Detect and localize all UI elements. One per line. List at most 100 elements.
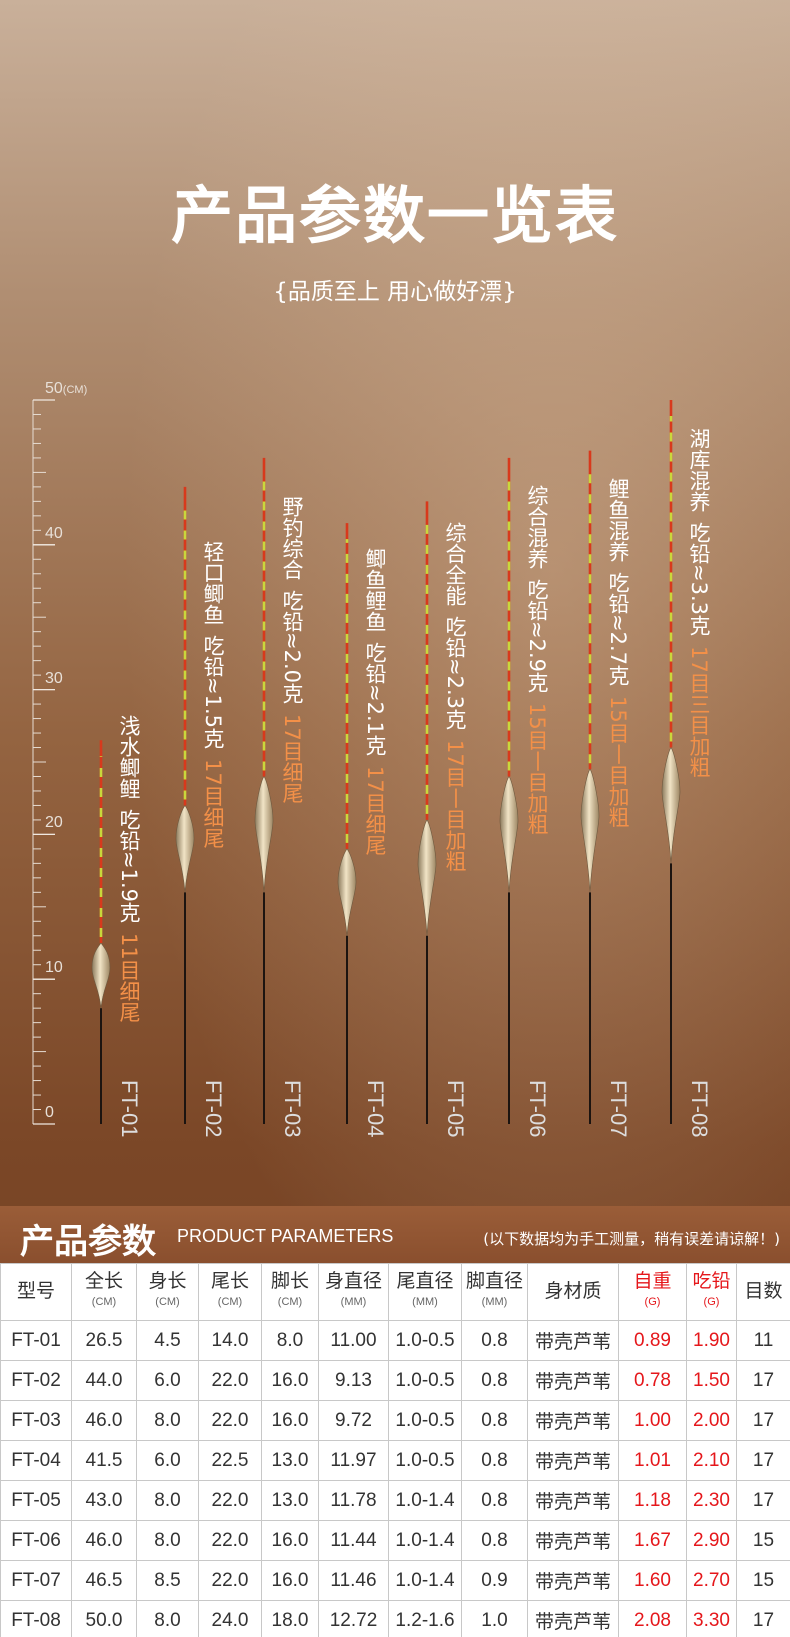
- table-cell: 0.9: [461, 1560, 528, 1601]
- ruler-value: 0: [45, 1104, 54, 1121]
- table-cell: 46.5: [71, 1560, 137, 1601]
- float-lead: 吃铅≈2.1克: [363, 642, 387, 756]
- table-cell: FT-03: [0, 1400, 72, 1441]
- table-cell: 1.0: [461, 1600, 528, 1637]
- float-model: FT-02: [201, 1080, 226, 1138]
- table-cell: 13.0: [261, 1480, 319, 1521]
- table-cell: 2.30: [686, 1480, 737, 1521]
- table-cell: 17: [736, 1480, 790, 1521]
- float-body: [580, 768, 600, 893]
- column-label: 尾长: [210, 1271, 249, 1292]
- float-description: 鲫鱼鲤鱼吃铅≈2.1克 17目细尾: [363, 548, 387, 856]
- table-cell: 16.0: [261, 1360, 319, 1401]
- column-header: 脚直径 (MM): [461, 1263, 528, 1321]
- table-cell: FT-02: [0, 1360, 72, 1401]
- table-cell: 11: [736, 1320, 790, 1361]
- table-cell: 11.44: [318, 1520, 389, 1561]
- table-cell: 1.00: [618, 1400, 687, 1441]
- column-header: 尾长 (CM): [198, 1263, 262, 1321]
- column-unit: (CM): [155, 1296, 180, 1308]
- column-label: 脚长: [270, 1271, 309, 1292]
- table-cell: 6.0: [136, 1360, 199, 1401]
- table-cell: 16.0: [261, 1520, 319, 1561]
- column-label: 目数: [744, 1281, 783, 1302]
- table-row: FT-03 46.0 8.0 22.0 16.0 9.72 1.0-0.5 0.8 带壳芦苇 1.…: [0, 1400, 790, 1441]
- table-cell: FT-08: [0, 1600, 72, 1637]
- table-cell: 0.8: [461, 1400, 528, 1441]
- column-label: 身长: [148, 1271, 187, 1292]
- float-tail-spec: 15目丨目加粗: [606, 696, 630, 828]
- float-body: [254, 775, 274, 893]
- table-cell: 1.0-0.5: [388, 1320, 462, 1361]
- table-row: FT-08 50.0 8.0 24.0 18.0 12.72 1.2-1.6 1.0 带壳芦苇 2…: [0, 1600, 790, 1637]
- float-name: 综合全能: [443, 522, 467, 606]
- column-unit: (MM): [481, 1296, 508, 1308]
- table-note: (以下数据均为手工测量，稍有误差请谅解！): [483, 1230, 780, 1248]
- float-body: [661, 747, 681, 864]
- column-header: 吃铅 (G): [686, 1263, 737, 1321]
- column-unit: (MM): [340, 1296, 367, 1308]
- table-cell: 8.0: [136, 1400, 199, 1441]
- column-header: 尾直径 (MM): [388, 1263, 462, 1321]
- table-cell: 22.0: [198, 1480, 262, 1521]
- table-cell: 13.0: [261, 1440, 319, 1481]
- column-label: 尾直径: [396, 1271, 454, 1292]
- table-cell: 带壳芦苇: [527, 1600, 619, 1637]
- table-cell: 0.89: [618, 1320, 687, 1361]
- column-unit: (CM): [91, 1296, 117, 1308]
- table-cell: 1.0-1.4: [388, 1560, 462, 1601]
- table-cell: 1.18: [618, 1480, 687, 1521]
- table-cell: 带壳芦苇: [527, 1480, 619, 1521]
- column-unit: (CM): [217, 1296, 243, 1308]
- float-description: 鲤鱼混养吃铅≈2.7克 15目丨目加粗: [606, 478, 630, 828]
- table-cell: 8.0: [136, 1600, 199, 1637]
- table-cell: 6.0: [136, 1440, 199, 1481]
- table-cell: 12.72: [318, 1600, 389, 1637]
- table-title: 产品参数: [20, 1222, 156, 1262]
- float-lead: 吃铅≈2.9克: [525, 579, 549, 693]
- ruler-value: 50: [45, 380, 63, 397]
- table-cell: 46.0: [71, 1400, 137, 1441]
- table-cell: 2.00: [686, 1400, 737, 1441]
- column-label: 型号: [16, 1281, 55, 1302]
- table-cell: 8.0: [261, 1320, 319, 1361]
- table-cell: 11.78: [318, 1480, 389, 1521]
- table-cell: 1.0-0.5: [388, 1400, 462, 1441]
- float-description: 综合全能吃铅≈2.3克 17目丨目加粗: [443, 522, 467, 872]
- table-cell: 带壳芦苇: [527, 1360, 619, 1401]
- table-cell: 11.00: [318, 1320, 389, 1361]
- table-cell: 2.70: [686, 1560, 737, 1601]
- column-label: 身材质: [544, 1281, 602, 1302]
- table-header-band: 产品参数 PRODUCT PARAMETERS (以下数据均为手工测量，稍有误差…: [0, 1206, 790, 1263]
- table-cell: 1.0-0.5: [388, 1360, 462, 1401]
- float-description: 综合混养吃铅≈2.9克 15目丨目加粗: [525, 485, 549, 835]
- table-cell: 44.0: [71, 1360, 137, 1401]
- table-cell: 17: [736, 1440, 790, 1481]
- column-header: 身长 (CM): [136, 1263, 199, 1321]
- table-cell: 16.0: [261, 1400, 319, 1441]
- float-model: FT-05: [443, 1080, 468, 1138]
- table-cell: 2.90: [686, 1520, 737, 1561]
- ruler-value: 40: [45, 524, 63, 542]
- table-cell: 17: [736, 1360, 790, 1401]
- ruler-value: 30: [45, 669, 63, 687]
- table-cell: 1.2-1.6: [388, 1600, 462, 1637]
- subtitle: {品质至上 用心做好漂}: [273, 279, 517, 305]
- title: 产品参数一览表: [170, 179, 619, 252]
- table-cell: 2.08: [618, 1600, 687, 1637]
- table-cell: 1.90: [686, 1320, 737, 1361]
- float-description: 野钓综合吃铅≈2.0克 17目细尾: [280, 496, 304, 804]
- table-cell: 24.0: [198, 1600, 262, 1637]
- float-name: 浅水鲫鲤: [117, 715, 141, 799]
- ruler-unit: (CM): [62, 384, 88, 396]
- table-cell: 22.5: [198, 1440, 262, 1481]
- column-label: 全长: [84, 1271, 123, 1292]
- table-cell: 22.0: [198, 1520, 262, 1561]
- float-name: 湖库混养: [687, 428, 711, 512]
- table-cell: 4.5: [136, 1320, 199, 1361]
- param-table: 型号 全长 (CM) 身长 (CM) 尾长 (CM) 脚长 (CM) 身直径 (MM) 尾直径 (MM)…: [0, 1263, 790, 1637]
- table-cell: 带壳芦苇: [527, 1560, 619, 1601]
- table-cell: 22.0: [198, 1400, 262, 1441]
- table-cell: 1.01: [618, 1440, 687, 1481]
- float-name: 轻口鲫鱼: [201, 541, 225, 625]
